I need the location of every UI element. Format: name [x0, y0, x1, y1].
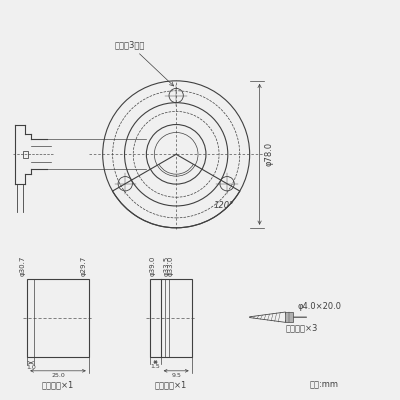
Text: 取付ビス×3: 取付ビス×3: [286, 324, 318, 333]
Text: 1.5: 1.5: [151, 364, 160, 369]
Text: φ39.0: φ39.0: [149, 256, 155, 276]
Text: φ78.0: φ78.0: [264, 142, 273, 166]
Text: φ29.7: φ29.7: [81, 256, 87, 276]
Text: φ33.0: φ33.0: [167, 256, 173, 276]
Text: ビス稆3ヶ所: ビス稆3ヶ所: [114, 40, 174, 86]
Text: 9.5: 9.5: [171, 373, 181, 378]
Text: φ4.0×20.0: φ4.0×20.0: [297, 302, 341, 310]
Bar: [286, 312, 292, 322]
Bar: [23, 151, 28, 158]
Text: 1.0: 1.0: [26, 365, 36, 370]
Text: インナー×1: インナー×1: [42, 381, 74, 390]
Text: 120°: 120°: [214, 202, 234, 210]
Bar: [27, 280, 89, 357]
Text: 25.0: 25.0: [51, 373, 65, 378]
Text: φ33.5: φ33.5: [164, 256, 170, 276]
Text: キャップ×1: キャップ×1: [155, 381, 187, 390]
Text: φ30.7: φ30.7: [19, 256, 25, 276]
Bar: [150, 280, 192, 357]
Text: 単位:mm: 単位:mm: [309, 381, 338, 390]
